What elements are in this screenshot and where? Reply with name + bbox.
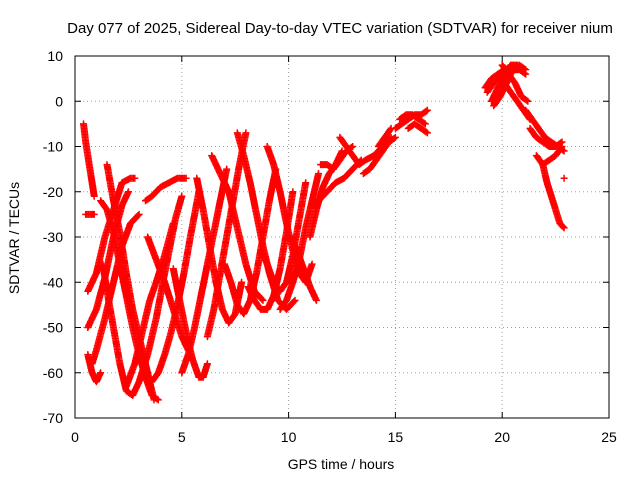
data-point bbox=[182, 174, 190, 182]
y-axis-label: SDTVAR / TECUs bbox=[6, 182, 22, 294]
y-tick-label: -40 bbox=[43, 274, 63, 290]
y-tick-label: -60 bbox=[43, 365, 63, 381]
x-tick-label: 5 bbox=[178, 429, 186, 445]
x-tick-label: 25 bbox=[601, 429, 617, 445]
data-point bbox=[154, 396, 162, 404]
x-axis-label: GPS time / hours bbox=[288, 456, 395, 472]
data-point bbox=[203, 360, 211, 368]
data-point bbox=[97, 369, 105, 377]
series-track-11 bbox=[142, 174, 190, 205]
series-track-9 bbox=[97, 197, 162, 404]
x-tick-label: 0 bbox=[71, 429, 79, 445]
data-point bbox=[134, 212, 142, 219]
data-point bbox=[153, 395, 161, 403]
data-points bbox=[80, 61, 568, 404]
data-point bbox=[131, 174, 139, 182]
x-tick-label: 10 bbox=[281, 429, 297, 445]
data-point bbox=[90, 210, 98, 218]
series-track-44 bbox=[539, 161, 568, 232]
x-tick-label: 20 bbox=[494, 429, 510, 445]
data-point bbox=[90, 192, 98, 200]
y-tick-label: 0 bbox=[55, 93, 63, 109]
y-tick-label: 10 bbox=[47, 48, 63, 64]
data-point bbox=[169, 219, 177, 227]
series-track-2 bbox=[82, 210, 98, 218]
chart-title: Day 077 of 2025, Sidereal Day-to-day VTE… bbox=[67, 20, 613, 37]
data-point bbox=[560, 174, 568, 182]
data-point bbox=[135, 210, 143, 218]
x-tick-label: 15 bbox=[388, 429, 404, 445]
y-tick-label: -10 bbox=[43, 139, 63, 155]
axis-ticks: 0 5 10 15 20 25 10 0 -10 -20 -30 -40 -50 -60 -70 bbox=[43, 48, 617, 445]
y-tick-label: -70 bbox=[43, 410, 63, 426]
data-point bbox=[178, 192, 186, 200]
y-tick-label: -50 bbox=[43, 320, 63, 336]
series-track-1 bbox=[80, 120, 98, 200]
series-track-10 bbox=[122, 219, 177, 390]
series-track-45 bbox=[560, 174, 568, 182]
data-point bbox=[124, 188, 132, 196]
y-tick-label: -30 bbox=[43, 229, 63, 245]
y-tick-label: -20 bbox=[43, 184, 63, 200]
